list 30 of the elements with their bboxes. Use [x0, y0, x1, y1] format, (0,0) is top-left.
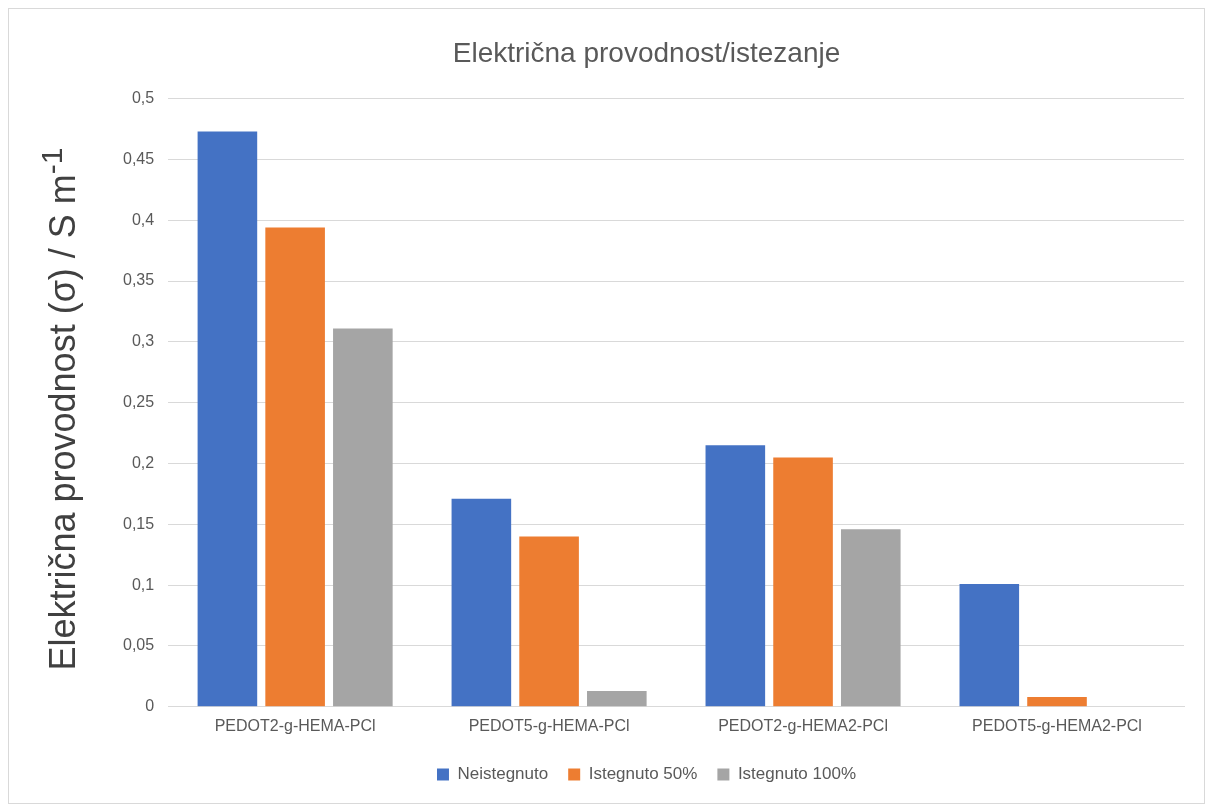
x-tick-label: PEDOT2-g-HEMA-PCl [214, 716, 376, 734]
bar [519, 536, 579, 707]
x-tick-label: PEDOT5-g-HEMA2-PCl [972, 716, 1142, 734]
legend-label: Istegnuto 50% [588, 764, 698, 784]
legend-label: Neistegnuto [457, 764, 549, 784]
y-tick-label: 0,05 [123, 636, 155, 654]
y-tick-label: 0,3 [131, 332, 155, 350]
y-tick-label: 0,35 [123, 271, 155, 289]
bar [705, 445, 766, 707]
bar [587, 690, 647, 707]
bar [1027, 697, 1087, 707]
y-tick-label: 0,4 [131, 210, 155, 228]
y-tick-label: 0,15 [123, 514, 155, 532]
y-tick-label: 0,5 [131, 89, 155, 107]
bar [451, 498, 512, 707]
bar [840, 529, 901, 707]
chart-title: Električna provodnost/istezanje [452, 36, 841, 68]
bar [333, 328, 393, 707]
y-tick-label: 0,2 [131, 453, 155, 471]
y-tick-label: 0,1 [131, 575, 155, 593]
x-tick-label: PEDOT2-g-HEMA2-PCl [718, 716, 888, 734]
bar [959, 583, 1020, 707]
y-tick-label: 0,45 [123, 149, 155, 167]
bar [197, 131, 258, 707]
y-tick-label: 0,25 [123, 393, 155, 411]
x-tick-label: PEDOT5-g-HEMA-PCl [468, 716, 630, 734]
legend-label: Istegnuto 100% [737, 764, 857, 784]
bar [773, 457, 833, 707]
y-tick-label: 0 [145, 697, 155, 715]
bar [265, 227, 325, 707]
